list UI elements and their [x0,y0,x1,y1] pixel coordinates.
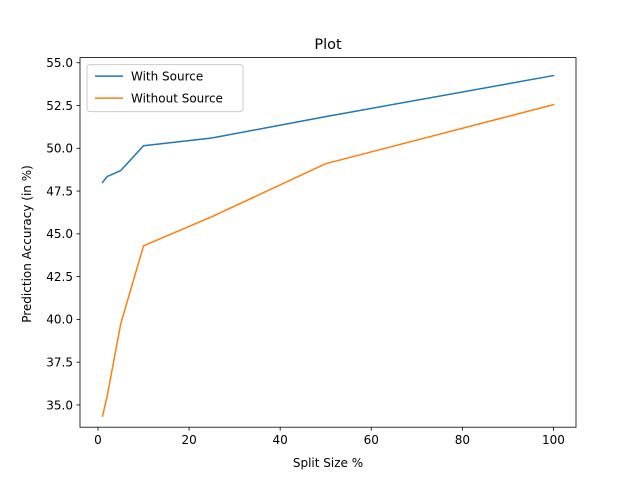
y-tick-label: 52.5 [46,99,73,113]
x-tick-label: 40 [273,433,288,447]
y-axis-ticks: 35.0 37.5 40.0 42.5 45.0 47.5 50.0 52.5 55.0 [46,56,80,412]
axes-frame [79,57,577,428]
y-tick-label: 55.0 [46,56,73,70]
y-tick-label: 47.5 [46,184,73,198]
x-tick-label: 100 [542,433,565,447]
plot-area [79,57,577,428]
legend: With Source Without Source [86,64,244,113]
series-line-1 [101,103,555,417]
legend-box [86,64,244,113]
y-tick-label: 50.0 [46,142,73,156]
legend-label-0: With Source [131,69,203,83]
x-axis-ticks: 0 20 40 60 80 100 [94,427,565,447]
y-tick-label: 42.5 [46,270,73,284]
y-tick-label: 37.5 [46,355,73,369]
y-tick-label: 35.0 [46,398,73,412]
y-axis-label: Prediction Accuracy (in %) [20,165,34,323]
series-line-0 [101,74,555,184]
legend-label-1: Without Source [131,91,223,105]
x-axis-label: Split Size % [293,456,363,470]
y-tick-label: 40.0 [46,313,73,327]
x-tick-label: 80 [455,433,470,447]
x-tick-label: 0 [94,433,102,447]
y-tick-label: 45.0 [46,227,73,241]
x-tick-label: 20 [181,433,196,447]
x-tick-label: 60 [364,433,379,447]
chart-title: Plot [314,37,342,53]
